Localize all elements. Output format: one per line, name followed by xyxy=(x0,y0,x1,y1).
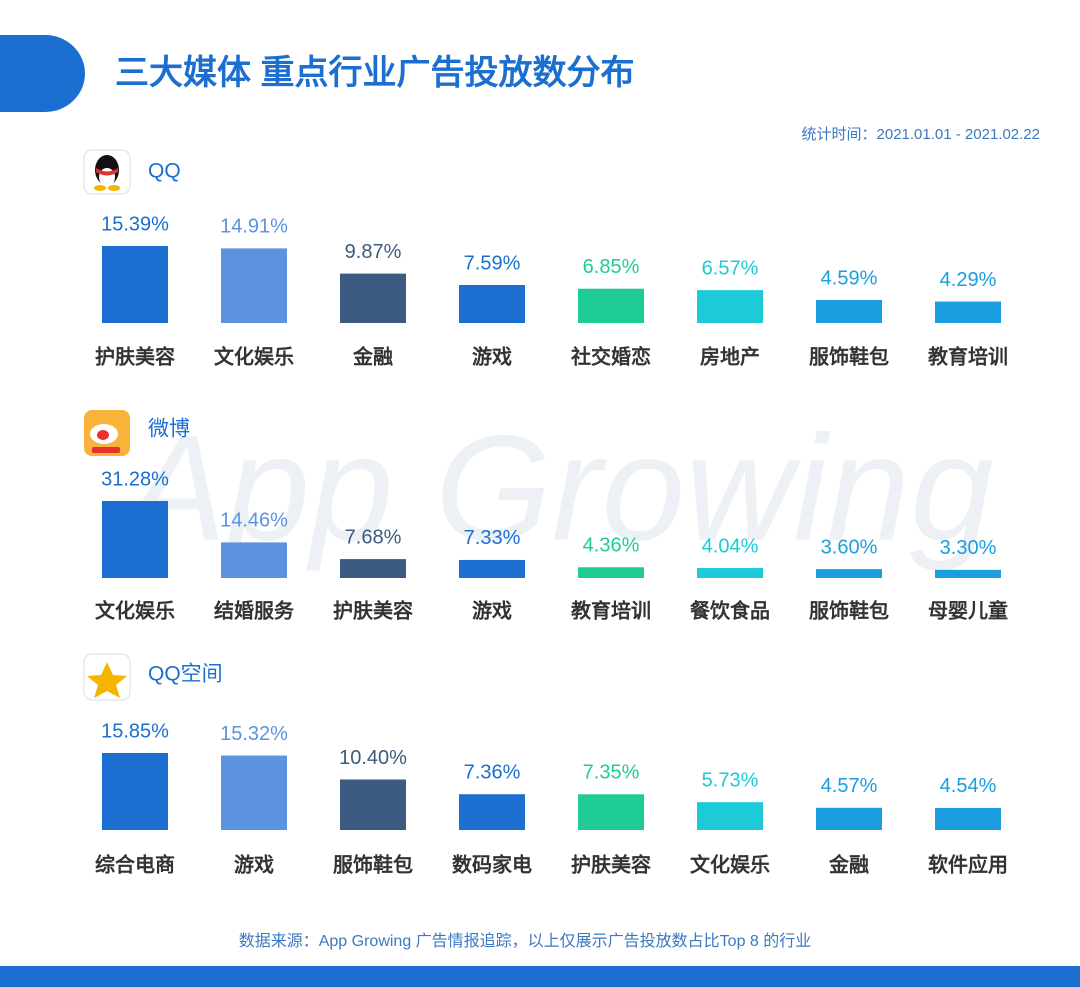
bar xyxy=(697,802,763,830)
category-label: 教育培训 xyxy=(571,598,651,622)
weibo-icon xyxy=(84,410,130,456)
value-label: 3.30% xyxy=(940,537,997,559)
category-label: 软件应用 xyxy=(928,852,1008,876)
bar xyxy=(816,807,882,830)
page-title: 三大媒体 重点行业广告投放数分布 xyxy=(115,54,634,92)
value-label: 4.29% xyxy=(940,269,997,291)
value-label: 7.59% xyxy=(464,252,521,274)
footer-bar xyxy=(0,966,1080,987)
value-label: 14.91% xyxy=(220,216,288,238)
category-label: 社交婚恋 xyxy=(570,344,651,368)
date-range: 统计时间：2021.01.01 - 2021.02.22 xyxy=(802,126,1040,143)
value-label: 15.39% xyxy=(101,213,169,235)
bar xyxy=(578,794,644,830)
bar xyxy=(459,285,525,323)
value-label: 31.28% xyxy=(101,468,169,490)
category-label: 文化娱乐 xyxy=(690,852,770,876)
category-label: 护肤美容 xyxy=(95,344,175,368)
category-label: 房地产 xyxy=(700,344,760,368)
bar xyxy=(102,501,168,578)
header-tab xyxy=(0,35,85,112)
bar xyxy=(459,794,525,830)
category-label: 游戏 xyxy=(234,852,274,876)
category-label: 游戏 xyxy=(472,598,512,622)
category-label: 文化娱乐 xyxy=(214,344,294,368)
category-label: 餐饮食品 xyxy=(690,598,770,622)
bar xyxy=(340,559,406,578)
value-label: 4.57% xyxy=(821,775,878,797)
value-label: 7.36% xyxy=(464,762,521,784)
value-label: 15.32% xyxy=(220,723,288,745)
category-label: 护肤美容 xyxy=(571,852,651,876)
category-label: 综合电商 xyxy=(95,852,175,876)
source-note: 数据来源：App Growing 广告情报追踪，以上仅展示广告投放数占比Top … xyxy=(239,932,812,950)
value-label: 15.85% xyxy=(101,720,169,742)
bar xyxy=(459,559,525,578)
category-label: 游戏 xyxy=(472,344,512,368)
value-label: 4.59% xyxy=(821,267,878,289)
category-label: 数码家电 xyxy=(452,852,532,876)
value-label: 10.40% xyxy=(339,747,407,769)
bar xyxy=(697,290,763,323)
bar xyxy=(221,248,287,323)
bar xyxy=(578,288,644,323)
category-label: 结婚服务 xyxy=(214,598,295,622)
bar xyxy=(221,755,287,830)
bar xyxy=(221,542,287,578)
bar xyxy=(816,569,882,578)
value-label: 7.33% xyxy=(464,527,521,549)
bar xyxy=(697,568,763,578)
value-label: 6.57% xyxy=(702,257,759,279)
category-label: 金融 xyxy=(828,852,869,876)
category-label: 母婴儿童 xyxy=(928,598,1008,622)
bar xyxy=(102,753,168,830)
value-label: 5.73% xyxy=(702,769,759,791)
value-label: 3.60% xyxy=(821,536,878,558)
category-label: 服饰鞋包 xyxy=(809,344,889,368)
bar xyxy=(102,246,168,323)
qzone-icon xyxy=(83,653,131,701)
category-label: 服饰鞋包 xyxy=(333,852,413,876)
category-label: 教育培训 xyxy=(928,344,1008,368)
chart-title: QQ空间 xyxy=(148,663,223,686)
value-label: 4.54% xyxy=(940,775,997,797)
category-label: 文化娱乐 xyxy=(95,598,175,622)
value-label: 6.85% xyxy=(583,256,640,278)
value-label: 14.46% xyxy=(220,510,288,532)
category-label: 金融 xyxy=(352,344,393,368)
value-label: 7.68% xyxy=(345,526,402,548)
bar xyxy=(816,300,882,323)
value-label: 4.36% xyxy=(583,535,640,557)
chart-title: QQ xyxy=(148,160,181,183)
value-label: 7.35% xyxy=(583,762,640,784)
value-label: 9.87% xyxy=(345,241,402,263)
bar xyxy=(578,567,644,578)
bar xyxy=(340,273,406,323)
chart-title: 微博 xyxy=(148,418,190,441)
bar xyxy=(340,779,406,830)
category-label: 服饰鞋包 xyxy=(809,598,889,622)
bar xyxy=(935,807,1001,830)
bar xyxy=(935,301,1001,323)
value-label: 4.04% xyxy=(702,535,759,557)
category-label: 护肤美容 xyxy=(333,598,413,622)
qq-icon xyxy=(83,149,131,195)
bar xyxy=(935,569,1001,578)
